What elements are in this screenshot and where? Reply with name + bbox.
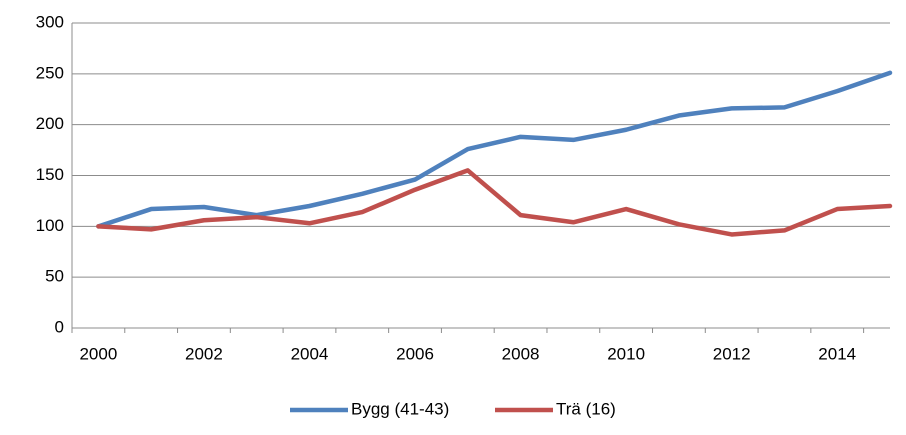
legend-label: Bygg (41-43)	[351, 399, 449, 418]
y-tick-label: 250	[36, 63, 64, 82]
y-tick-label: 100	[36, 216, 64, 235]
x-tick-label: 2002	[185, 344, 223, 363]
y-tick-label: 0	[55, 317, 64, 336]
x-tick-label: 2004	[291, 344, 329, 363]
series-line	[96, 70, 893, 229]
y-tick-label: 50	[45, 267, 64, 286]
y-tick-label: 200	[36, 114, 64, 133]
series-line	[96, 168, 893, 237]
x-tick-label: 2014	[818, 344, 856, 363]
legend-label: Trä (16)	[556, 399, 616, 418]
x-tick-label: 2010	[607, 344, 645, 363]
y-tick-label: 300	[36, 12, 64, 31]
y-tick-label: 150	[36, 165, 64, 184]
x-tick-label: 2000	[79, 344, 117, 363]
x-tick-label: 2012	[713, 344, 751, 363]
x-tick-label: 2006	[396, 344, 434, 363]
x-tick-label: 2008	[502, 344, 540, 363]
